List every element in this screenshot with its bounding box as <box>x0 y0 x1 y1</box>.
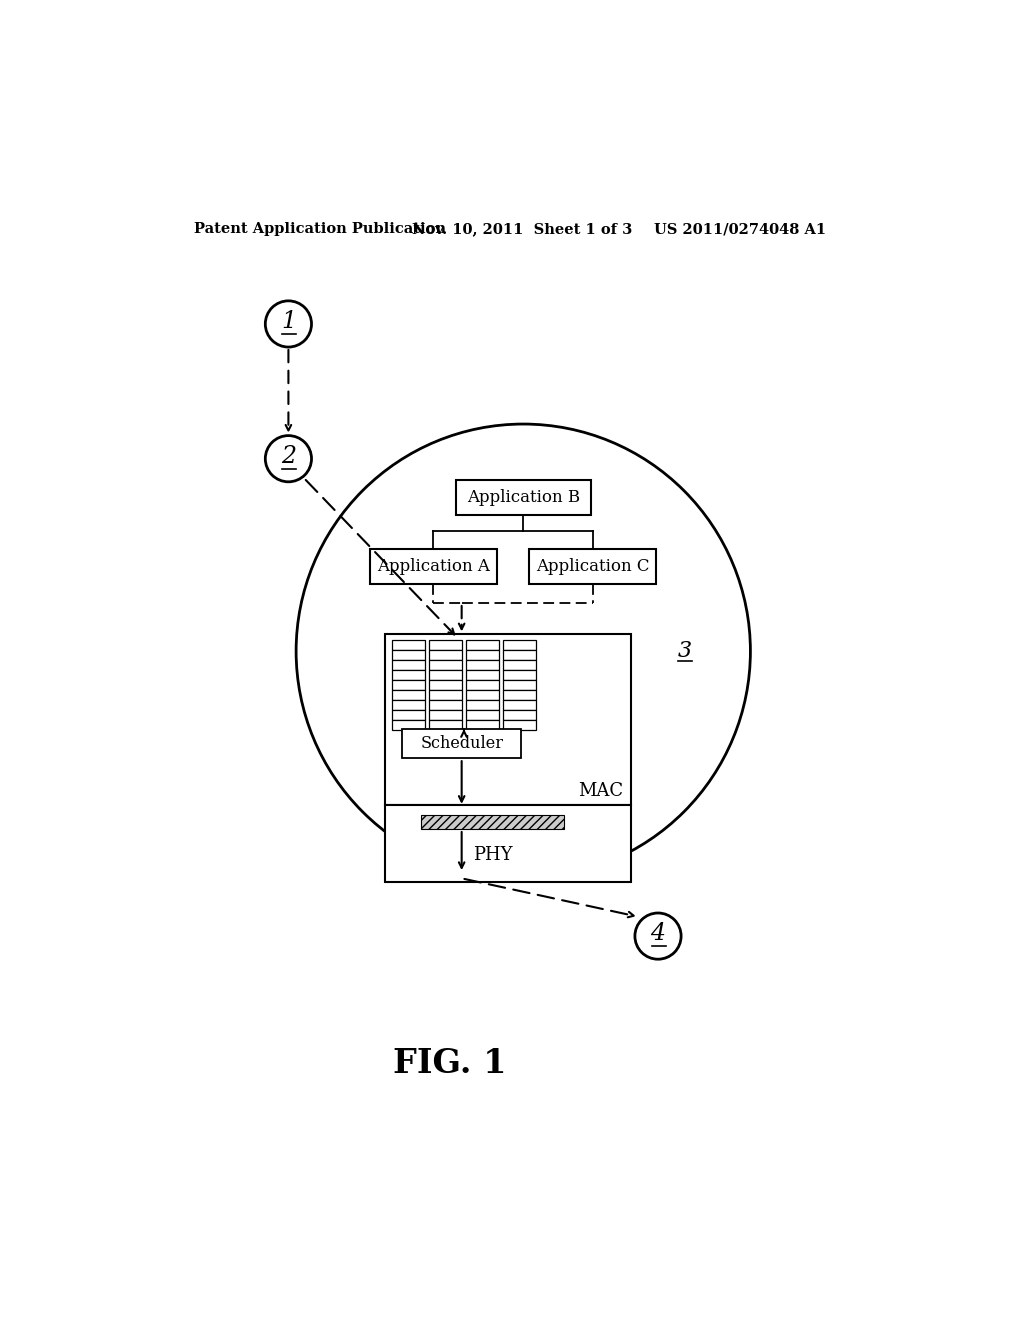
Bar <box>466 669 499 680</box>
Bar <box>466 700 499 710</box>
Text: Nov. 10, 2011  Sheet 1 of 3: Nov. 10, 2011 Sheet 1 of 3 <box>412 222 632 236</box>
Text: Scheduler: Scheduler <box>420 735 503 752</box>
Bar <box>402 729 521 758</box>
Bar <box>466 719 499 730</box>
Bar <box>429 700 462 710</box>
Bar <box>370 549 497 583</box>
Bar <box>385 635 631 805</box>
Bar <box>429 680 462 689</box>
Bar <box>429 669 462 680</box>
Bar <box>392 660 425 669</box>
Bar <box>429 649 462 660</box>
Bar <box>503 649 536 660</box>
Bar <box>466 689 499 700</box>
Text: Application C: Application C <box>536 558 649 576</box>
Bar <box>429 710 462 719</box>
Bar <box>392 710 425 719</box>
Bar <box>466 660 499 669</box>
Bar <box>392 649 425 660</box>
Text: FIG. 1: FIG. 1 <box>393 1047 507 1080</box>
Bar <box>392 689 425 700</box>
Text: 2: 2 <box>281 445 296 467</box>
Bar <box>503 719 536 730</box>
Bar <box>392 640 425 649</box>
Bar <box>466 649 499 660</box>
Bar <box>503 710 536 719</box>
Text: Patent Application Publication: Patent Application Publication <box>194 222 445 236</box>
Bar <box>392 719 425 730</box>
Bar <box>466 710 499 719</box>
Bar <box>456 480 591 515</box>
Bar <box>503 660 536 669</box>
Text: US 2011/0274048 A1: US 2011/0274048 A1 <box>654 222 826 236</box>
Text: MAC: MAC <box>579 783 624 800</box>
Bar <box>429 689 462 700</box>
Bar <box>392 669 425 680</box>
Text: 4: 4 <box>650 923 666 945</box>
Bar <box>429 660 462 669</box>
Bar <box>421 816 563 829</box>
Bar <box>429 719 462 730</box>
Bar <box>466 640 499 649</box>
Text: PHY: PHY <box>473 846 512 865</box>
Bar <box>503 640 536 649</box>
Bar <box>392 700 425 710</box>
Bar <box>503 689 536 700</box>
Bar <box>392 680 425 689</box>
Text: Application A: Application A <box>377 558 489 576</box>
Text: Application B: Application B <box>467 488 580 506</box>
Text: 3: 3 <box>678 640 692 663</box>
Bar <box>429 640 462 649</box>
Bar <box>466 680 499 689</box>
Text: 1: 1 <box>281 310 296 333</box>
Bar <box>529 549 656 583</box>
Bar <box>503 669 536 680</box>
Bar <box>385 805 631 882</box>
Bar <box>503 700 536 710</box>
Bar <box>503 680 536 689</box>
